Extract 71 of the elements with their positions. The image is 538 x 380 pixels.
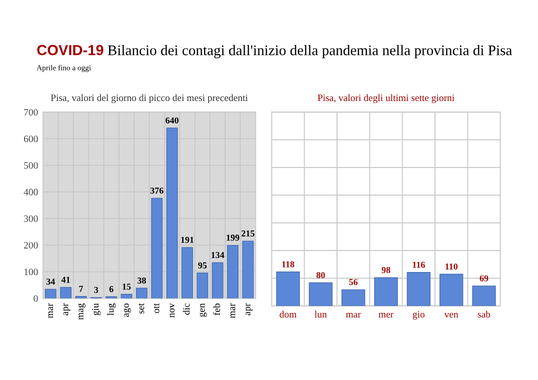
data-label: 7 <box>79 286 84 292</box>
x-tick-label: ven <box>444 312 458 318</box>
y-tick-label: 100 <box>24 268 38 276</box>
bar <box>60 286 72 298</box>
x-tick-label: nov <box>170 303 174 318</box>
y-tick-label: 700 <box>24 109 38 116</box>
data-label: 95 <box>198 262 207 268</box>
x-tick-label: apr <box>246 303 252 316</box>
data-label: 110 <box>446 264 458 270</box>
data-label: 98 <box>382 266 390 274</box>
y-tick-label: 300 <box>24 215 38 222</box>
x-tick-label: mar <box>230 303 236 318</box>
data-label: 3 <box>94 286 98 293</box>
x-tick-label: apr <box>64 303 70 316</box>
x-tick-label: mar <box>346 312 361 318</box>
bar <box>182 247 193 298</box>
data-label: 116 <box>412 262 425 268</box>
y-tick-label: 400 <box>24 188 38 196</box>
bar <box>151 198 163 298</box>
data-label: 38 <box>138 277 146 284</box>
bar <box>166 128 178 298</box>
bar <box>227 244 239 298</box>
data-label: 199 <box>226 234 240 241</box>
data-label: 640 <box>166 117 178 124</box>
chart-title: Pisa, valori degli ultimi sette giorni <box>318 94 454 104</box>
data-label: 15 <box>122 284 131 290</box>
bar <box>136 288 148 298</box>
data-label: 376 <box>150 188 164 194</box>
data-label: 215 <box>242 230 254 236</box>
x-tick-label: sab <box>478 310 490 318</box>
x-tick-label: mer <box>378 312 394 318</box>
bar <box>212 262 224 298</box>
bar <box>472 286 496 306</box>
data-label: 191 <box>181 236 194 243</box>
data-label: 134 <box>212 252 224 258</box>
data-label: 6 <box>109 286 114 292</box>
bar <box>439 274 464 306</box>
x-tick-label: dic <box>182 303 190 315</box>
bar <box>196 272 208 298</box>
x-tick-label: mag <box>78 303 86 320</box>
x-tick-label: ott <box>154 303 160 314</box>
bar <box>342 289 366 306</box>
chart-title: Pisa, valori del giorno di picco dei mesi precedenti <box>50 94 248 104</box>
y-tick-label: 500 <box>24 162 38 169</box>
data-label: 56 <box>349 279 358 286</box>
bar <box>374 277 398 306</box>
x-tick-label: ago <box>124 304 131 317</box>
data-label: 34 <box>46 278 55 285</box>
data-label: 69 <box>480 275 488 282</box>
data-label: 41 <box>61 276 70 283</box>
x-tick-label: gen <box>200 303 207 317</box>
text: COVID-19 Bilancio dei contagi dall'inizio della pandemia nella provincia di Pisa <box>37 44 512 58</box>
bar <box>44 288 56 298</box>
x-tick-label: mar <box>48 303 54 318</box>
data-label: 80 <box>316 272 325 278</box>
bar <box>276 271 300 306</box>
x-tick-label: dom <box>280 310 297 318</box>
x-tick-label: giu <box>92 303 101 316</box>
bar <box>120 294 132 298</box>
x-tick-label: gio <box>412 311 425 320</box>
x-tick-label: lug <box>106 303 116 316</box>
x-tick-label: feb <box>213 304 220 316</box>
x-tick-label: lun <box>314 310 327 318</box>
bar <box>308 282 333 306</box>
y-tick-label: 0 <box>34 295 38 302</box>
data-label: 118 <box>282 261 294 268</box>
x-tick-label: set <box>138 303 144 314</box>
y-tick-label: 200 <box>24 242 38 249</box>
bar <box>242 240 254 298</box>
y-tick-label: 600 <box>24 136 38 142</box>
bar <box>406 272 431 306</box>
